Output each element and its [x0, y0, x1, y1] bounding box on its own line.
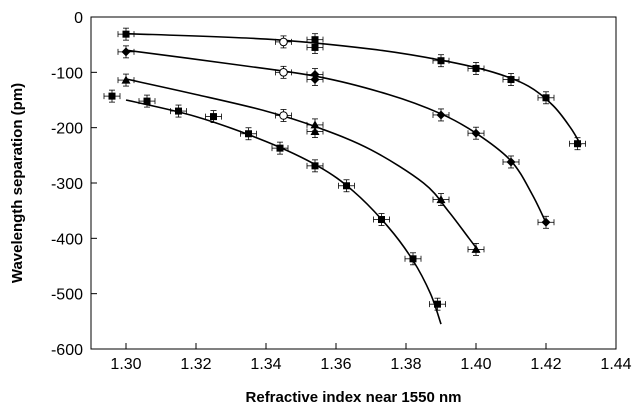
- data-point: [306, 73, 324, 86]
- data-point: [240, 127, 257, 141]
- data-point: [338, 179, 355, 193]
- x-tick-label: 1.36: [320, 356, 351, 373]
- data-point: [138, 94, 156, 108]
- data-point: [467, 126, 485, 140]
- fit-curve-2: [125, 78, 481, 253]
- data-point: [306, 118, 324, 132]
- x-tick-label: 1.30: [110, 356, 141, 373]
- x-tick-label: 1.32: [180, 356, 211, 373]
- data-point: [275, 65, 292, 79]
- x-tick-label: 1.44: [600, 356, 631, 373]
- y-tick-label: -400: [51, 231, 83, 248]
- x-tick-label: 1.34: [250, 356, 281, 373]
- x-tick-label: 1.40: [460, 356, 491, 373]
- fit-curve-1: [125, 99, 442, 325]
- data-point: [306, 41, 324, 54]
- fit-curve-3: [125, 49, 547, 224]
- data-point: [103, 89, 121, 103]
- data-point: [306, 159, 324, 173]
- data-point: [275, 35, 292, 49]
- data-point: [432, 193, 450, 207]
- y-tick-label: -500: [51, 287, 83, 304]
- data-point: [117, 27, 135, 41]
- data-point: [569, 137, 586, 151]
- data-point: [373, 213, 390, 226]
- data-point: [271, 141, 289, 155]
- fit-curve-4: [125, 32, 582, 146]
- x-tick-label: 1.38: [390, 356, 421, 373]
- data-point: [306, 125, 324, 138]
- data-point: [502, 155, 520, 169]
- data-point: [467, 62, 485, 75]
- data-point: [432, 108, 450, 122]
- data-point: [117, 45, 135, 59]
- y-tick-label: -100: [51, 65, 83, 82]
- data-point: [205, 110, 222, 123]
- fit-curves: [125, 32, 582, 325]
- data-point: [170, 104, 187, 118]
- x-axis-title: Refractive index near 1550 nm: [246, 389, 462, 406]
- axis-ticks: 1.30 1.32 1.34 1.36 1.38 1.40 1.42 1.44 0 -100 -20…: [51, 10, 632, 373]
- y-tick-label: -300: [51, 176, 83, 193]
- data-point: [537, 91, 555, 105]
- data-points: [103, 27, 586, 311]
- x-tick-label: 1.42: [530, 356, 561, 373]
- plot-frame: [90, 16, 617, 350]
- data-point: [537, 215, 555, 229]
- y-tick-label: -600: [51, 342, 83, 359]
- y-axis-title: Wavelength separation (pm): [9, 83, 26, 283]
- data-point: [117, 73, 135, 87]
- y-tick-label: -200: [51, 121, 83, 138]
- y-tick-label: 0: [74, 10, 83, 27]
- data-point: [432, 54, 450, 68]
- data-point: [467, 242, 485, 256]
- data-point: [404, 252, 422, 266]
- data-point: [429, 297, 446, 311]
- data-point: [275, 109, 292, 122]
- data-point: [502, 73, 520, 86]
